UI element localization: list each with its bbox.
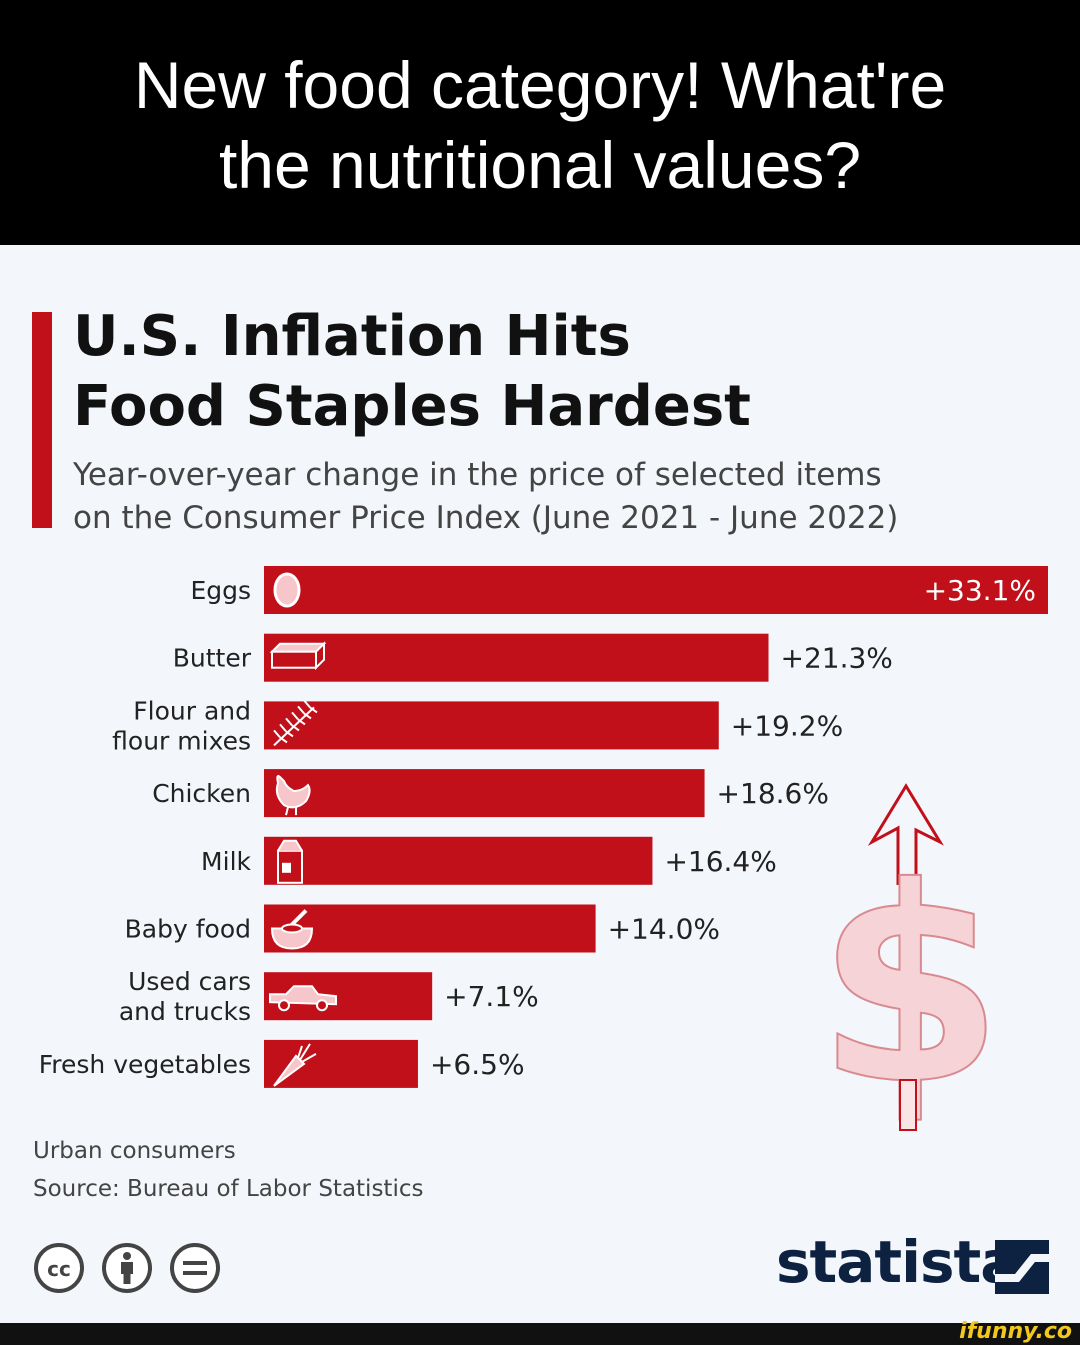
wheat-grain <box>303 699 318 714</box>
wheat-grain <box>297 705 312 720</box>
carrot-icon <box>273 1043 317 1087</box>
attribution-icon <box>102 1243 152 1293</box>
wheat-grain <box>285 717 300 732</box>
category-label-line: flour mixes <box>112 726 251 755</box>
butter-front <box>271 650 317 669</box>
cc-icon: cc <box>34 1243 84 1293</box>
value-label: +33.1% <box>924 574 1036 607</box>
bottom-strip <box>0 1323 1080 1345</box>
chicken-body <box>275 774 311 809</box>
chart-subtitle-line-1: Year-over-year change in the price of se… <box>73 457 882 493</box>
milk-carton-icon <box>277 839 303 884</box>
egg-icon <box>273 572 301 608</box>
chart-title: U.S. Inflation Hits Food Staples Hardest <box>73 302 751 442</box>
category-label-line: Eggs <box>190 576 251 605</box>
category-label-line: Used cars <box>128 967 251 996</box>
carton-top <box>277 839 303 852</box>
category-label-line: Baby food <box>125 915 251 944</box>
category-label: Milk <box>201 847 251 876</box>
chicken-icon <box>275 774 311 816</box>
category-label: Used cars and trucks <box>119 967 251 1026</box>
bar <box>264 1039 418 1088</box>
carrot-leaves <box>297 1043 317 1063</box>
wheat-grain <box>279 723 294 738</box>
bar <box>264 701 719 750</box>
chart-title-line-1: U.S. Inflation Hits <box>73 304 631 369</box>
category-label: Flour and flour mixes <box>112 696 251 755</box>
category-label: Eggs <box>190 576 251 605</box>
truck-body <box>269 985 337 1006</box>
footnote-note: Urban consumers <box>33 1138 236 1164</box>
bar <box>264 836 653 885</box>
category-label: Butter <box>173 644 252 673</box>
bar <box>264 769 705 818</box>
carrot-root <box>273 1054 306 1087</box>
value-label: +18.6% <box>717 777 829 810</box>
value-label: +6.5% <box>430 1048 525 1081</box>
meme-caption-line-2: the nutritional values? <box>218 128 862 202</box>
truck-wheel <box>316 999 328 1012</box>
chicken-legs <box>285 806 297 816</box>
truck-icon <box>269 985 337 1012</box>
butter-side <box>315 641 325 671</box>
value-label: +16.4% <box>664 845 776 878</box>
bowl-rim <box>281 923 303 934</box>
bar-chart: Eggs +33.1% Butter +21.3% Flour and flour mix… <box>39 566 1048 1088</box>
rising-dollar-icon: $ <box>820 783 1000 1135</box>
chart-subtitle-line-2: on the Consumer Price Index (June 2021 -… <box>73 500 899 536</box>
category-label-line: Butter <box>173 644 252 673</box>
value-label: +19.2% <box>731 709 843 742</box>
chart-subtitle: Year-over-year change in the price of se… <box>73 454 898 540</box>
wheat-icon <box>273 699 318 747</box>
category-label-line: Chicken <box>152 779 251 808</box>
category-label-line: Flour and <box>133 696 251 725</box>
value-label: +7.1% <box>444 980 539 1013</box>
category-label-line: Milk <box>201 847 251 876</box>
bar <box>264 904 596 953</box>
no-derivatives-icon <box>170 1243 220 1293</box>
svg-text:cc: cc <box>47 1257 71 1281</box>
meme-caption-line-1: New food category! What're <box>133 48 947 122</box>
category-label: Chicken <box>152 779 251 808</box>
category-label-line: and trucks <box>119 997 251 1026</box>
title-accent-bar <box>32 312 52 528</box>
bowl-shape <box>270 927 314 950</box>
chart-title-line-2: Food Staples Hardest <box>73 374 751 439</box>
source-note: Source: Bureau of Labor Statistics <box>33 1176 424 1202</box>
statista-brand: statista <box>776 1228 1019 1296</box>
ifunny-watermark: ifunny.co <box>959 1319 1072 1344</box>
bar <box>264 633 769 682</box>
truck-wheel <box>278 999 290 1012</box>
egg-shape <box>273 572 301 608</box>
value-label: +21.3% <box>781 642 893 675</box>
bar <box>264 566 1048 614</box>
category-label: Fresh vegetables <box>39 1050 251 1079</box>
bowl-icon <box>270 909 314 950</box>
category-label: Baby food <box>125 915 251 944</box>
category-label-line: Fresh vegetables <box>39 1050 251 1079</box>
statista-logo-icon <box>995 1240 1049 1294</box>
creative-commons-icons: cc <box>34 1243 220 1293</box>
wheat-grain <box>273 729 288 744</box>
value-label: +14.0% <box>608 913 720 946</box>
meme-caption: New food category! What're the nutrition… <box>0 0 1080 245</box>
carton-label <box>282 862 291 873</box>
butter-icon <box>269 641 327 671</box>
wheat-grain <box>291 711 306 726</box>
